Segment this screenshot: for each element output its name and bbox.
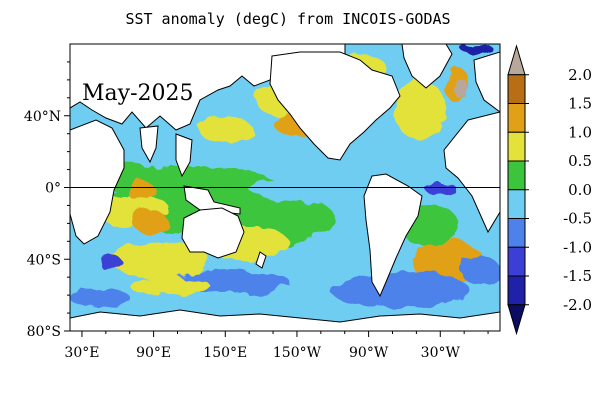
anomaly-patch bbox=[132, 212, 168, 232]
colorbar-label: 0.0 bbox=[568, 181, 592, 199]
colorbar-band bbox=[507, 218, 526, 248]
anomaly-patch bbox=[330, 272, 470, 308]
anomaly-patch bbox=[453, 78, 467, 98]
colorbar-cap-bottom bbox=[507, 304, 526, 336]
axis-ticks: 40°N 0° 40°S 80°S30°E 90°E 150°E 150°W 90°W 30°W bbox=[24, 61, 489, 361]
anomaly-patch bbox=[290, 236, 370, 268]
landmass-southeast-asia bbox=[175, 133, 193, 178]
anomaly-patches bbox=[70, 44, 500, 308]
anomaly-patch bbox=[200, 116, 252, 144]
lat-tick-label: 0° bbox=[45, 181, 61, 197]
colorbar-band bbox=[507, 74, 526, 104]
colorbar-band bbox=[507, 160, 526, 191]
anomaly-patch bbox=[394, 80, 446, 140]
landmass-europe bbox=[473, 51, 500, 113]
landmass-maritime-continent bbox=[183, 185, 241, 215]
landmass-africa bbox=[70, 119, 125, 245]
anomaly-patch bbox=[110, 242, 210, 278]
colorbar-band bbox=[507, 246, 526, 277]
lon-tick-label: 30°E bbox=[64, 345, 99, 361]
colorbar-label: -2.0 bbox=[563, 296, 592, 314]
lon-tick-label: 150°E bbox=[203, 345, 247, 361]
anomaly-patch bbox=[98, 255, 122, 269]
landmass-new-zealand bbox=[255, 251, 267, 269]
period-label: May-2025 bbox=[82, 81, 194, 106]
anomaly-patch bbox=[70, 288, 130, 308]
landmass-india bbox=[139, 125, 159, 164]
colorbar-label: -1.5 bbox=[563, 267, 592, 285]
landmass-antarctica bbox=[70, 309, 500, 331]
landmass-west-africa bbox=[443, 111, 500, 234]
lon-tick-label: 150°W bbox=[273, 345, 322, 361]
lon-tick-label: 90°E bbox=[136, 345, 171, 361]
lon-tick-label: 90°W bbox=[349, 345, 389, 361]
anomaly-patch bbox=[250, 178, 370, 202]
lat-tick-label: 40°N bbox=[24, 109, 61, 125]
lat-tick-label: 80°S bbox=[27, 324, 61, 340]
colorbar-label: -1.0 bbox=[563, 238, 592, 256]
colorbar: 2.0 1.5 1.0 0.5 0.0 -0.5 -1.0 -1.5 -2.0 bbox=[507, 44, 592, 336]
colorbar-label: -0.5 bbox=[563, 210, 592, 228]
lon-tick-label: 30°W bbox=[421, 345, 461, 361]
continents bbox=[70, 44, 500, 331]
anomaly-patch bbox=[460, 256, 500, 284]
landmass-australia bbox=[181, 207, 245, 259]
anomaly-patch bbox=[130, 276, 210, 296]
colorbar-cap-top bbox=[507, 44, 526, 76]
lat-tick-label: 40°S bbox=[27, 252, 61, 268]
figure-title: SST anomaly (degC) from INCOIS-GODAS bbox=[125, 10, 450, 28]
sst-field bbox=[70, 44, 500, 331]
colorbar-label: 1.5 bbox=[568, 95, 592, 113]
anomaly-patch bbox=[462, 44, 494, 56]
colorbar-band bbox=[507, 189, 526, 219]
anomaly-patch bbox=[126, 180, 154, 200]
colorbar-label: 0.5 bbox=[568, 152, 592, 170]
colorbar-band bbox=[507, 103, 526, 133]
colorbar-label: 1.0 bbox=[568, 123, 592, 141]
colorbar-band bbox=[507, 275, 526, 306]
landmass-north-america bbox=[269, 51, 401, 161]
colorbar-band bbox=[507, 131, 526, 162]
landmass-greenland bbox=[401, 44, 453, 89]
colorbar-label: 2.0 bbox=[568, 66, 592, 84]
